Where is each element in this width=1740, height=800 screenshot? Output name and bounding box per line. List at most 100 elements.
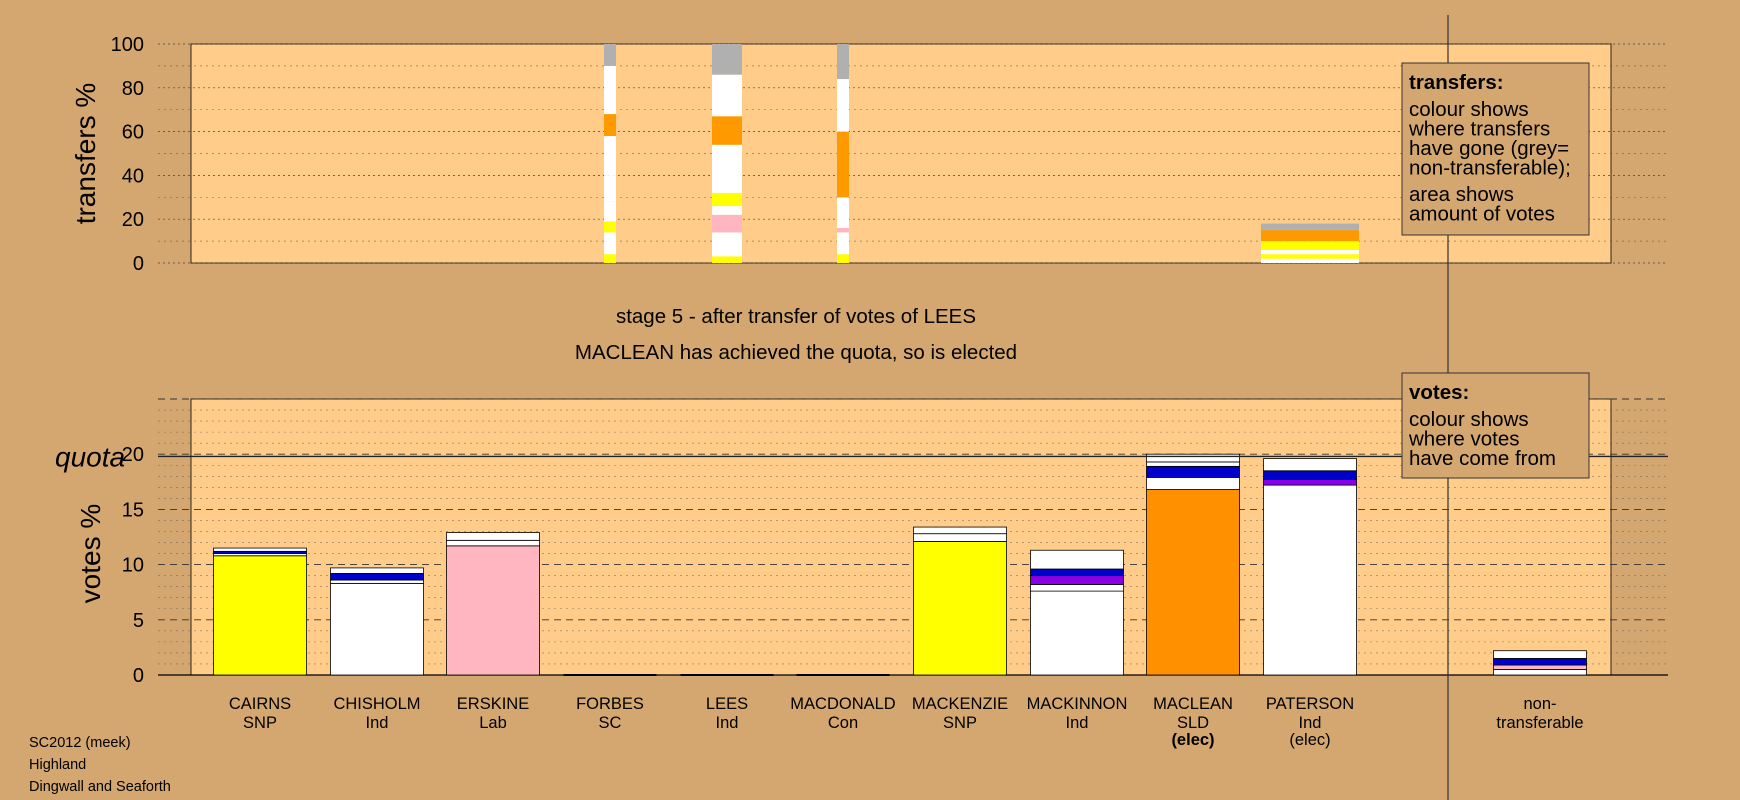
vote-segment: [1146, 465, 1240, 478]
votes-ytick-label: 15: [122, 499, 144, 521]
vote-segment: [1146, 453, 1240, 463]
candidate-party-mackinnon: Ind: [1066, 714, 1089, 732]
candidate-name-paterson: PATERSON: [1266, 695, 1354, 713]
candidate-name-erskine: ERSKINE: [457, 695, 529, 713]
vote-segment: [330, 573, 424, 581]
candidate-party-cairns: SNP: [243, 714, 277, 732]
vote-segment: [1030, 584, 1124, 592]
transfer-segment: [1261, 258, 1359, 263]
transfers-plot-area: [190, 43, 1612, 264]
candidate-status-paterson: (elec): [1289, 731, 1330, 749]
candidate-status-maclean: (elec): [1171, 731, 1214, 749]
vote-segment: [446, 532, 540, 541]
transfer-segment: [837, 254, 849, 263]
votes-ytick-label: 0: [133, 665, 144, 687]
transfers-ytick-label: 20: [122, 209, 144, 231]
transfer-segment: [604, 201, 616, 222]
votes-ytick-label: 20: [122, 444, 144, 466]
vote-segment: [330, 579, 424, 584]
transfer-segment: [604, 254, 616, 263]
vote-segment: [1493, 650, 1587, 659]
vote-segment: [330, 582, 424, 676]
transfer-segment: [837, 44, 849, 80]
transfer-segment: [604, 135, 616, 176]
legend-box: [1401, 62, 1590, 236]
transfer-segment: [837, 227, 849, 233]
vote-segment: [913, 533, 1007, 542]
transfer-segment: [837, 79, 849, 132]
transfer-segment: [604, 114, 616, 136]
vote-bar-maclean: [1146, 453, 1240, 676]
legend-line: area shows: [1409, 183, 1514, 206]
candidate-party-chisholm: Ind: [366, 714, 389, 732]
vote-bar-paterson: [1263, 458, 1357, 676]
transfer-segment: [712, 232, 742, 257]
vote-bar-mackenzie: [913, 526, 1007, 676]
transfer-segment: [1261, 249, 1359, 255]
nontransferable-label: transferable: [1496, 714, 1583, 732]
legend-line: colour shows: [1409, 98, 1529, 121]
vote-segment: [1493, 664, 1587, 670]
vote-bar-chisholm: [330, 567, 424, 676]
legend-line: amount of votes: [1409, 203, 1555, 226]
transfers-ytick-label: 80: [122, 78, 144, 100]
transfer-segment: [712, 206, 742, 215]
transfer-segment: [1261, 241, 1359, 250]
transfer-segment: [712, 144, 742, 193]
vote-segment: [1493, 669, 1587, 676]
quota-label: quota: [55, 441, 125, 472]
transfers-ytick-label: 0: [133, 253, 144, 275]
transfers-ytick-label: 40: [122, 165, 144, 187]
legend-line: have come from: [1409, 447, 1556, 470]
vote-segment: [446, 539, 540, 547]
transfer-segment: [604, 221, 616, 233]
vote-bar-nontransferable: [1493, 650, 1587, 676]
vote-segment: [1263, 479, 1357, 486]
transfer-segment: [837, 197, 849, 228]
candidate-name-forbes: FORBES: [576, 695, 644, 713]
candidate-name-mackinnon: MACKINNON: [1027, 695, 1128, 713]
stage-text: stage 5 - after transfer of votes of LEE…: [575, 305, 1017, 364]
candidate-party-macdonald: Con: [828, 714, 858, 732]
vote-segment: [913, 526, 1007, 535]
vote-segment: [1030, 575, 1124, 585]
legend-line: where votes: [1408, 428, 1520, 451]
legend-line: colour shows: [1409, 408, 1529, 431]
footer-line: Dingwall and Seaforth: [29, 779, 171, 795]
candidate-name-mackenzie: MACKENZIE: [912, 695, 1008, 713]
transfer-segment: [604, 44, 616, 66]
vote-segment: [213, 555, 307, 676]
transfer-segment: [1261, 223, 1359, 231]
legend-title: votes:: [1409, 381, 1469, 404]
candidate-party-lees: Ind: [716, 714, 739, 732]
transfer-bar-macdonald: [837, 44, 849, 263]
vote-segment: [1030, 568, 1124, 577]
legend-box: [1401, 372, 1590, 479]
votes-ylabel: votes %: [75, 504, 106, 604]
transfer-segment: [837, 232, 849, 255]
vote-segment: [1263, 484, 1357, 676]
transfer-segment: [604, 232, 616, 255]
vote-bar-cairns: [213, 547, 307, 676]
candidate-name-macdonald: MACDONALD: [790, 695, 896, 713]
transfer-bar-forbes: [604, 44, 616, 263]
vote-segment: [1263, 458, 1357, 472]
legend-line: non-transferable);: [1409, 157, 1571, 180]
transfer-segment: [712, 116, 742, 145]
candidate-party-maclean: SLD: [1177, 714, 1209, 732]
vote-segment: [1030, 590, 1124, 676]
vote-segment: [913, 541, 1007, 676]
footer-line: SC2012 (meek): [29, 735, 131, 751]
vote-segment: [1146, 461, 1240, 467]
vote-segment: [1493, 658, 1587, 666]
legend-line: where transfers: [1408, 118, 1550, 141]
stage-title: stage 5 - after transfer of votes of LEE…: [616, 305, 976, 328]
candidate-party-forbes: SC: [599, 714, 622, 732]
nontransferable-label: non-: [1523, 695, 1556, 713]
transfer-segment: [712, 214, 742, 233]
footer-line: Highland: [29, 757, 86, 773]
transfer-segment: [604, 65, 616, 115]
